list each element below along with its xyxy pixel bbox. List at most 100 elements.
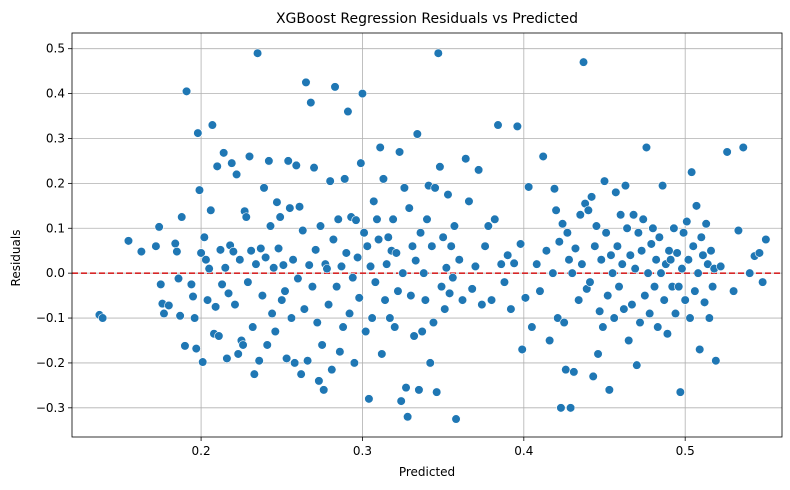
data-point xyxy=(698,250,708,260)
data-point xyxy=(198,357,208,367)
data-point xyxy=(548,268,558,278)
data-point xyxy=(343,106,353,117)
data-point xyxy=(393,286,403,296)
data-point xyxy=(690,286,700,296)
data-point xyxy=(620,181,631,191)
data-point xyxy=(590,241,600,251)
data-point xyxy=(186,279,197,289)
data-point xyxy=(265,221,276,231)
data-point xyxy=(438,232,448,242)
data-point xyxy=(575,210,585,220)
data-point xyxy=(299,304,309,314)
data-point xyxy=(401,383,411,393)
data-point xyxy=(233,349,243,359)
data-point xyxy=(348,273,358,283)
data-point xyxy=(344,308,355,319)
data-point xyxy=(411,255,421,266)
data-point xyxy=(223,288,234,298)
data-point xyxy=(327,365,337,375)
data-point xyxy=(711,356,721,366)
data-point xyxy=(728,286,739,296)
data-point xyxy=(430,183,440,193)
data-point xyxy=(170,238,180,249)
data-point xyxy=(328,234,339,245)
data-point xyxy=(596,255,606,265)
data-point xyxy=(151,241,161,251)
data-point xyxy=(252,48,263,58)
data-point xyxy=(227,158,237,168)
data-point xyxy=(359,228,369,238)
data-point xyxy=(356,158,366,168)
data-point xyxy=(467,284,477,294)
data-point xyxy=(307,282,318,292)
data-point xyxy=(614,282,624,292)
data-point xyxy=(688,241,698,251)
data-point xyxy=(369,196,379,206)
data-point xyxy=(177,212,187,222)
data-point xyxy=(436,282,447,292)
data-point xyxy=(202,295,213,305)
data-point xyxy=(574,295,584,305)
data-point xyxy=(643,268,653,278)
data-point xyxy=(604,385,614,395)
data-point xyxy=(496,259,506,269)
data-point xyxy=(370,277,380,287)
data-point xyxy=(527,322,537,332)
data-point xyxy=(228,247,238,257)
data-point xyxy=(704,313,714,323)
data-point xyxy=(173,273,184,284)
data-point xyxy=(624,335,634,346)
data-point xyxy=(217,279,227,289)
data-point xyxy=(588,371,598,382)
data-point xyxy=(627,299,637,310)
data-point xyxy=(278,260,288,270)
data-point xyxy=(262,340,272,350)
data-point xyxy=(231,169,242,179)
data-point xyxy=(569,367,579,377)
data-point xyxy=(593,349,603,359)
data-point xyxy=(696,232,706,242)
data-points xyxy=(94,48,771,424)
data-point xyxy=(254,356,264,366)
data-point xyxy=(246,246,256,256)
data-point xyxy=(249,369,259,379)
data-point xyxy=(637,246,647,256)
data-point xyxy=(259,183,269,193)
data-point xyxy=(367,313,377,323)
data-point xyxy=(619,304,629,314)
data-point xyxy=(733,225,744,236)
data-point xyxy=(474,165,484,175)
data-point xyxy=(440,304,450,314)
data-point xyxy=(649,282,660,292)
data-point xyxy=(373,234,384,245)
data-point xyxy=(322,264,332,274)
data-point xyxy=(449,221,460,231)
data-point xyxy=(685,313,695,323)
data-point xyxy=(654,232,664,242)
data-point xyxy=(365,261,376,272)
data-point xyxy=(172,247,182,257)
data-point xyxy=(404,203,414,213)
data-point xyxy=(235,255,245,265)
data-point xyxy=(648,223,658,233)
data-point xyxy=(601,228,611,238)
data-point xyxy=(616,210,626,220)
data-point xyxy=(377,349,387,359)
data-point xyxy=(336,261,347,272)
data-point xyxy=(382,259,392,269)
data-point xyxy=(412,129,422,139)
data-point xyxy=(194,185,205,195)
data-point xyxy=(570,243,581,254)
data-point xyxy=(419,268,429,278)
data-point xyxy=(407,241,418,251)
data-point xyxy=(403,412,413,422)
data-point xyxy=(314,376,324,386)
data-point xyxy=(664,246,674,256)
data-point xyxy=(483,221,493,231)
data-point xyxy=(164,300,174,311)
data-point xyxy=(361,326,371,337)
data-point xyxy=(188,291,198,302)
data-point xyxy=(656,268,666,278)
data-point xyxy=(380,295,390,305)
